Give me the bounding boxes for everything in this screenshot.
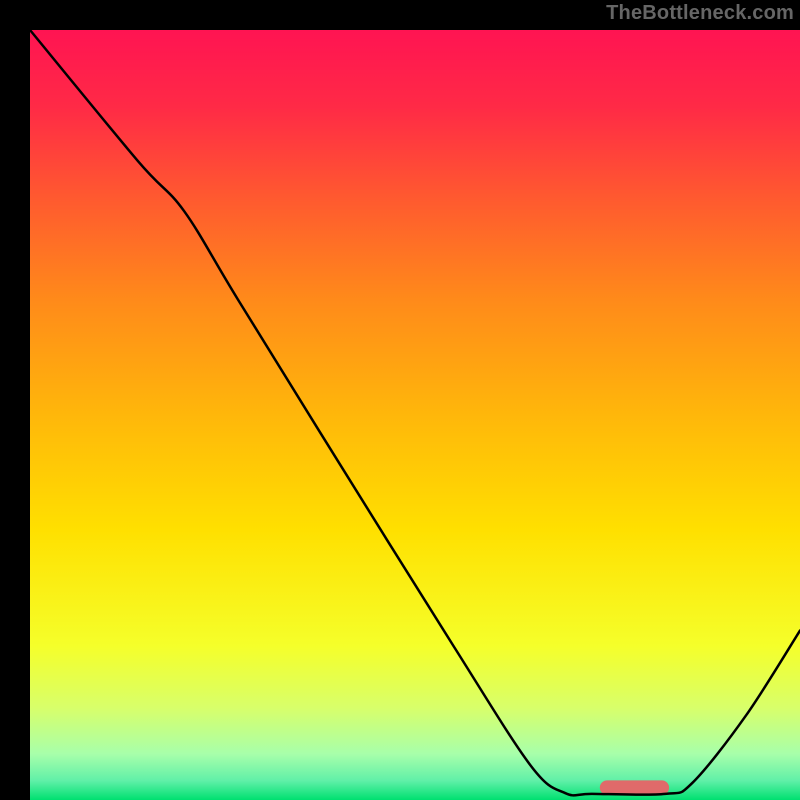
bottleneck-chart xyxy=(0,0,800,800)
optimal-range-marker xyxy=(600,780,669,795)
watermark-text: TheBottleneck.com xyxy=(606,2,794,25)
chart-container: TheBottleneck.com xyxy=(0,0,800,800)
plot-background xyxy=(30,30,800,800)
